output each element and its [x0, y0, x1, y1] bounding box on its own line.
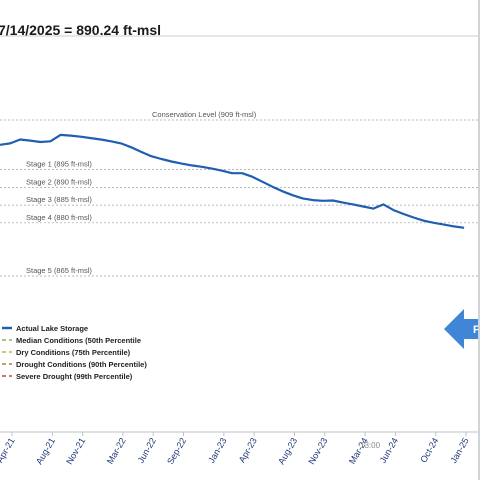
reference-line-label: Stage 3 (885 ft-msl) [26, 195, 92, 204]
reference-line-label: Stage 4 (880 ft-msl) [26, 213, 92, 222]
reference-lines: Conservation Level (909 ft-msl) Stage 1 (… [0, 110, 480, 277]
reference-line-label: Stage 5 (865 ft-msl) [26, 266, 92, 275]
reference-line-label: Stage 2 (890 ft-msl) [26, 177, 92, 186]
nav-button-label: P [473, 324, 480, 336]
reference-line-label: Stage 1 (895 ft-msl) [26, 160, 92, 169]
navigate-left-button[interactable]: P [444, 309, 480, 354]
page-title: 7/14/2025 = 890.24 ft-msl [0, 22, 162, 38]
legend: Actual Lake Storage Median Conditions (50… [2, 324, 147, 381]
legend-label: Severe Drought (99th Percentile) [16, 372, 133, 381]
x-axis-ticks: Apr-21 Aug-21 Nov-21 Mar-22 Jun-22 Sep-22 Jan-… [0, 432, 471, 466]
legend-label: Dry Conditions (75th Percentile) [16, 348, 131, 357]
reference-line-label: Conservation Level (909 ft-msl) [152, 110, 257, 119]
arrow-left-icon [444, 309, 480, 349]
legend-label: Actual Lake Storage [16, 324, 88, 333]
timestamp-overlay: 13:00 [360, 441, 381, 450]
legend-label: Median Conditions (50th Percentile [16, 336, 141, 345]
legend-label: Drought Conditions (90th Percentile) [16, 360, 147, 369]
series-line [0, 133, 465, 229]
vertical-scrollbar[interactable] [478, 0, 480, 480]
series-lines [0, 133, 465, 229]
